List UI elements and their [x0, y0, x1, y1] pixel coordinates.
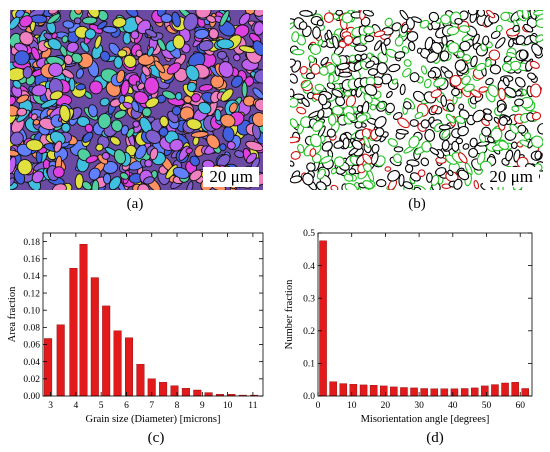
bar — [491, 384, 499, 397]
bar — [102, 305, 111, 397]
x-tick-label: 6 — [124, 401, 129, 411]
bar — [147, 378, 156, 397]
bar — [349, 384, 358, 397]
bar — [359, 384, 368, 397]
bar — [329, 381, 337, 397]
bar — [380, 385, 388, 397]
x-tick-label: 10 — [223, 401, 233, 411]
bar — [369, 385, 378, 397]
bar — [159, 382, 168, 397]
bar — [511, 382, 519, 397]
y-tick-label: 0.08 — [23, 324, 40, 334]
bar — [410, 387, 418, 397]
bar — [193, 389, 202, 397]
y-tick-label: 0.2 — [303, 327, 315, 337]
orientation-map-image — [10, 10, 263, 190]
x-tick-label: 7 — [149, 401, 154, 411]
bar — [319, 240, 327, 397]
bar — [460, 388, 469, 397]
bar — [69, 268, 78, 397]
scale-bar-label: 20 μm — [483, 167, 539, 187]
bar — [339, 383, 348, 397]
plot-frame — [42, 232, 264, 397]
bar — [181, 388, 190, 397]
y-tick-label: 0.3 — [303, 294, 315, 304]
x-tick-label: 50 — [482, 401, 492, 411]
x-axis-label: Misorientation angle [degrees] — [361, 414, 490, 425]
x-axis-label: Grain size (Diameter) [microns] — [86, 414, 221, 425]
ebsd-boundary-map: 20 μm — [290, 10, 543, 190]
bar — [113, 330, 122, 397]
bar — [430, 388, 439, 397]
y-tick-label: 0.1 — [303, 360, 315, 370]
x-tick-label: 30 — [414, 401, 424, 411]
y-tick-label: 0.00 — [23, 392, 40, 402]
panel-d-caption: (d) — [426, 430, 444, 446]
bar — [204, 392, 213, 397]
bar — [390, 386, 398, 397]
bar — [471, 387, 479, 397]
x-tick-label: 8 — [175, 401, 180, 411]
bar — [170, 385, 179, 397]
bar — [501, 382, 509, 397]
bar — [440, 388, 449, 397]
y-tick-label: 0.18 — [23, 238, 40, 248]
x-tick-label: 40 — [448, 401, 458, 411]
bar — [450, 388, 459, 397]
scale-bar-label: 20 μm — [203, 167, 259, 187]
x-tick-label: 60 — [515, 401, 525, 411]
bar — [124, 337, 133, 397]
x-tick-label: 9 — [200, 401, 205, 411]
grain-texture — [10, 10, 263, 190]
bar — [44, 338, 53, 397]
bar — [79, 243, 88, 397]
y-tick-label: 0.12 — [23, 289, 40, 299]
bar — [250, 394, 259, 397]
bar — [521, 388, 530, 397]
y-tick-label: 0.0 — [303, 392, 315, 402]
x-tick-label: 3 — [48, 401, 53, 411]
x-tick-label: 5 — [99, 401, 104, 411]
bar — [481, 385, 489, 397]
bar — [420, 388, 428, 397]
y-tick-label: 0.4 — [303, 262, 315, 272]
bar — [136, 364, 145, 397]
bar — [90, 277, 99, 397]
y-tick-label: 0.06 — [23, 341, 40, 351]
y-tick-label: 0.02 — [23, 375, 40, 385]
y-tick-label: 0.10 — [23, 306, 40, 316]
y-tick-label: 0.14 — [23, 272, 40, 282]
bar — [227, 394, 236, 397]
x-tick-label: 20 — [381, 401, 391, 411]
y-tick-label: 0.5 — [303, 229, 315, 239]
y-axis-label: Number fraction — [284, 279, 295, 349]
panel-a-caption: (a) — [126, 196, 144, 212]
bar — [400, 387, 408, 397]
ebsd-orientation-map: 20 μm — [10, 10, 263, 190]
x-tick-label: 4 — [73, 401, 78, 411]
y-tick-label: 0.04 — [23, 358, 40, 368]
x-tick-label: 0 — [316, 401, 321, 411]
panel-b-caption: (b) — [408, 196, 426, 212]
panel-c-caption: (c) — [147, 430, 165, 446]
y-axis-label: Area fraction — [7, 286, 18, 342]
y-tick-label: 0.16 — [23, 255, 40, 265]
bar — [215, 394, 224, 397]
x-tick-label: 11 — [248, 401, 257, 411]
bar — [238, 394, 247, 397]
boundary-texture — [290, 10, 543, 190]
boundary-map-image — [290, 10, 543, 190]
bar — [56, 324, 65, 397]
plot-frame — [317, 232, 533, 397]
x-tick-label: 10 — [347, 401, 357, 411]
